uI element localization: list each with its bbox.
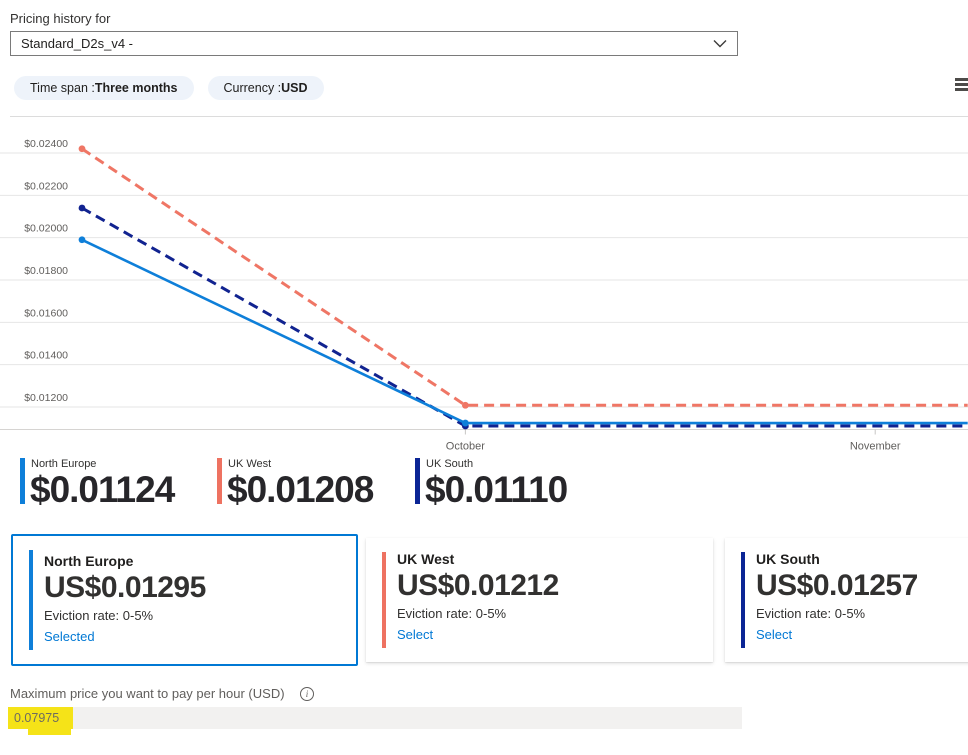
legend-swatch-north-europe — [20, 458, 25, 504]
series-point-uk-south — [78, 204, 86, 212]
series-line-uk-south — [81, 206, 968, 428]
legend-current-price: $0.01110 — [425, 469, 568, 510]
series-line-uk-west — [81, 147, 968, 407]
legend-swatch-uk-south — [415, 458, 420, 504]
chart-top-divider — [10, 116, 968, 117]
select-link-uk-south[interactable]: Select — [756, 627, 793, 642]
y-axis-tick-label: $0.01400 — [24, 350, 68, 362]
vm-size-dropdown-value: Standard_D2s_v4 - — [21, 36, 134, 51]
legend-current-price: $0.01124 — [30, 469, 175, 510]
y-axis-tick-label: $0.01800 — [24, 265, 68, 277]
time-span-pill-value: Three months — [94, 81, 178, 95]
card-eviction-rate: Eviction rate: 0-5% — [756, 606, 866, 621]
currency-pill-label: Currency : — [223, 81, 282, 95]
series-line-north-europe — [81, 238, 968, 425]
max-price-input[interactable]: 0.07975 — [8, 707, 742, 729]
series-point-north-europe — [461, 419, 469, 427]
select-link-uk-west[interactable]: Select — [397, 627, 434, 642]
y-axis-tick-label: $0.02000 — [24, 223, 68, 235]
card-price: US$0.01295 — [44, 571, 206, 604]
region-card-north-europe[interactable]: North Europe US$0.01295 Eviction rate: 0… — [11, 534, 358, 666]
card-price: US$0.01257 — [756, 569, 918, 602]
region-card-uk-south[interactable]: UK South US$0.01257 Eviction rate: 0-5% … — [725, 538, 968, 662]
y-axis-tick-label: $0.01600 — [24, 307, 68, 319]
y-axis-tick-label: $0.02200 — [24, 180, 68, 192]
region-card-uk-west[interactable]: UK West US$0.01212 Eviction rate: 0-5% S… — [366, 538, 713, 662]
info-icon[interactable]: i — [300, 687, 314, 701]
pricing-history-label: Pricing history for — [10, 11, 111, 26]
series-point-uk-west — [461, 401, 469, 409]
card-region-name: UK West — [397, 551, 455, 567]
card-accent-bar — [741, 552, 745, 648]
max-price-value-highlighted: 0.07975 — [8, 707, 74, 729]
x-axis-tick-label: October — [446, 441, 485, 453]
y-axis-tick-label: $0.01200 — [24, 392, 68, 404]
legend-name: North Europe — [31, 458, 97, 470]
card-eviction-rate: Eviction rate: 0-5% — [44, 608, 154, 623]
series-point-north-europe — [78, 236, 86, 244]
legend-name: UK South — [426, 458, 474, 470]
legend-current-price: $0.01208 — [227, 469, 374, 510]
highlight-artifact — [28, 729, 71, 735]
card-accent-bar — [382, 552, 386, 648]
currency-pill-value: USD — [281, 81, 308, 95]
chevron-down-icon — [713, 39, 727, 48]
hamburger-menu-icon[interactable] — [955, 78, 968, 93]
legend-name: UK West — [228, 458, 272, 470]
max-price-label: Maximum price you want to pay per hour (… — [10, 686, 285, 701]
price-history-chart: $0.02400 $0.02200 $0.02000 $0.01800 $0.01600… — [0, 138, 968, 453]
card-region-name: UK South — [756, 551, 820, 567]
card-eviction-rate: Eviction rate: 0-5% — [397, 606, 507, 621]
time-span-pill-label: Time span : — [30, 81, 95, 95]
card-price: US$0.01212 — [397, 569, 559, 602]
currency-pill[interactable]: Currency : USD — [207, 76, 324, 100]
time-span-pill[interactable]: Time span : Three months — [14, 76, 194, 100]
select-link-north-europe[interactable]: Selected — [44, 629, 95, 644]
legend-swatch-uk-west — [217, 458, 222, 504]
card-accent-bar — [29, 550, 33, 650]
x-axis-tick-label: November — [850, 441, 901, 453]
card-region-name: North Europe — [44, 553, 134, 569]
series-point-uk-west — [78, 145, 86, 153]
y-axis-tick-label: $0.02400 — [24, 138, 68, 150]
filter-pills: Time span : Three months Currency : USD — [14, 76, 324, 100]
vm-size-dropdown[interactable]: Standard_D2s_v4 - — [10, 31, 738, 56]
